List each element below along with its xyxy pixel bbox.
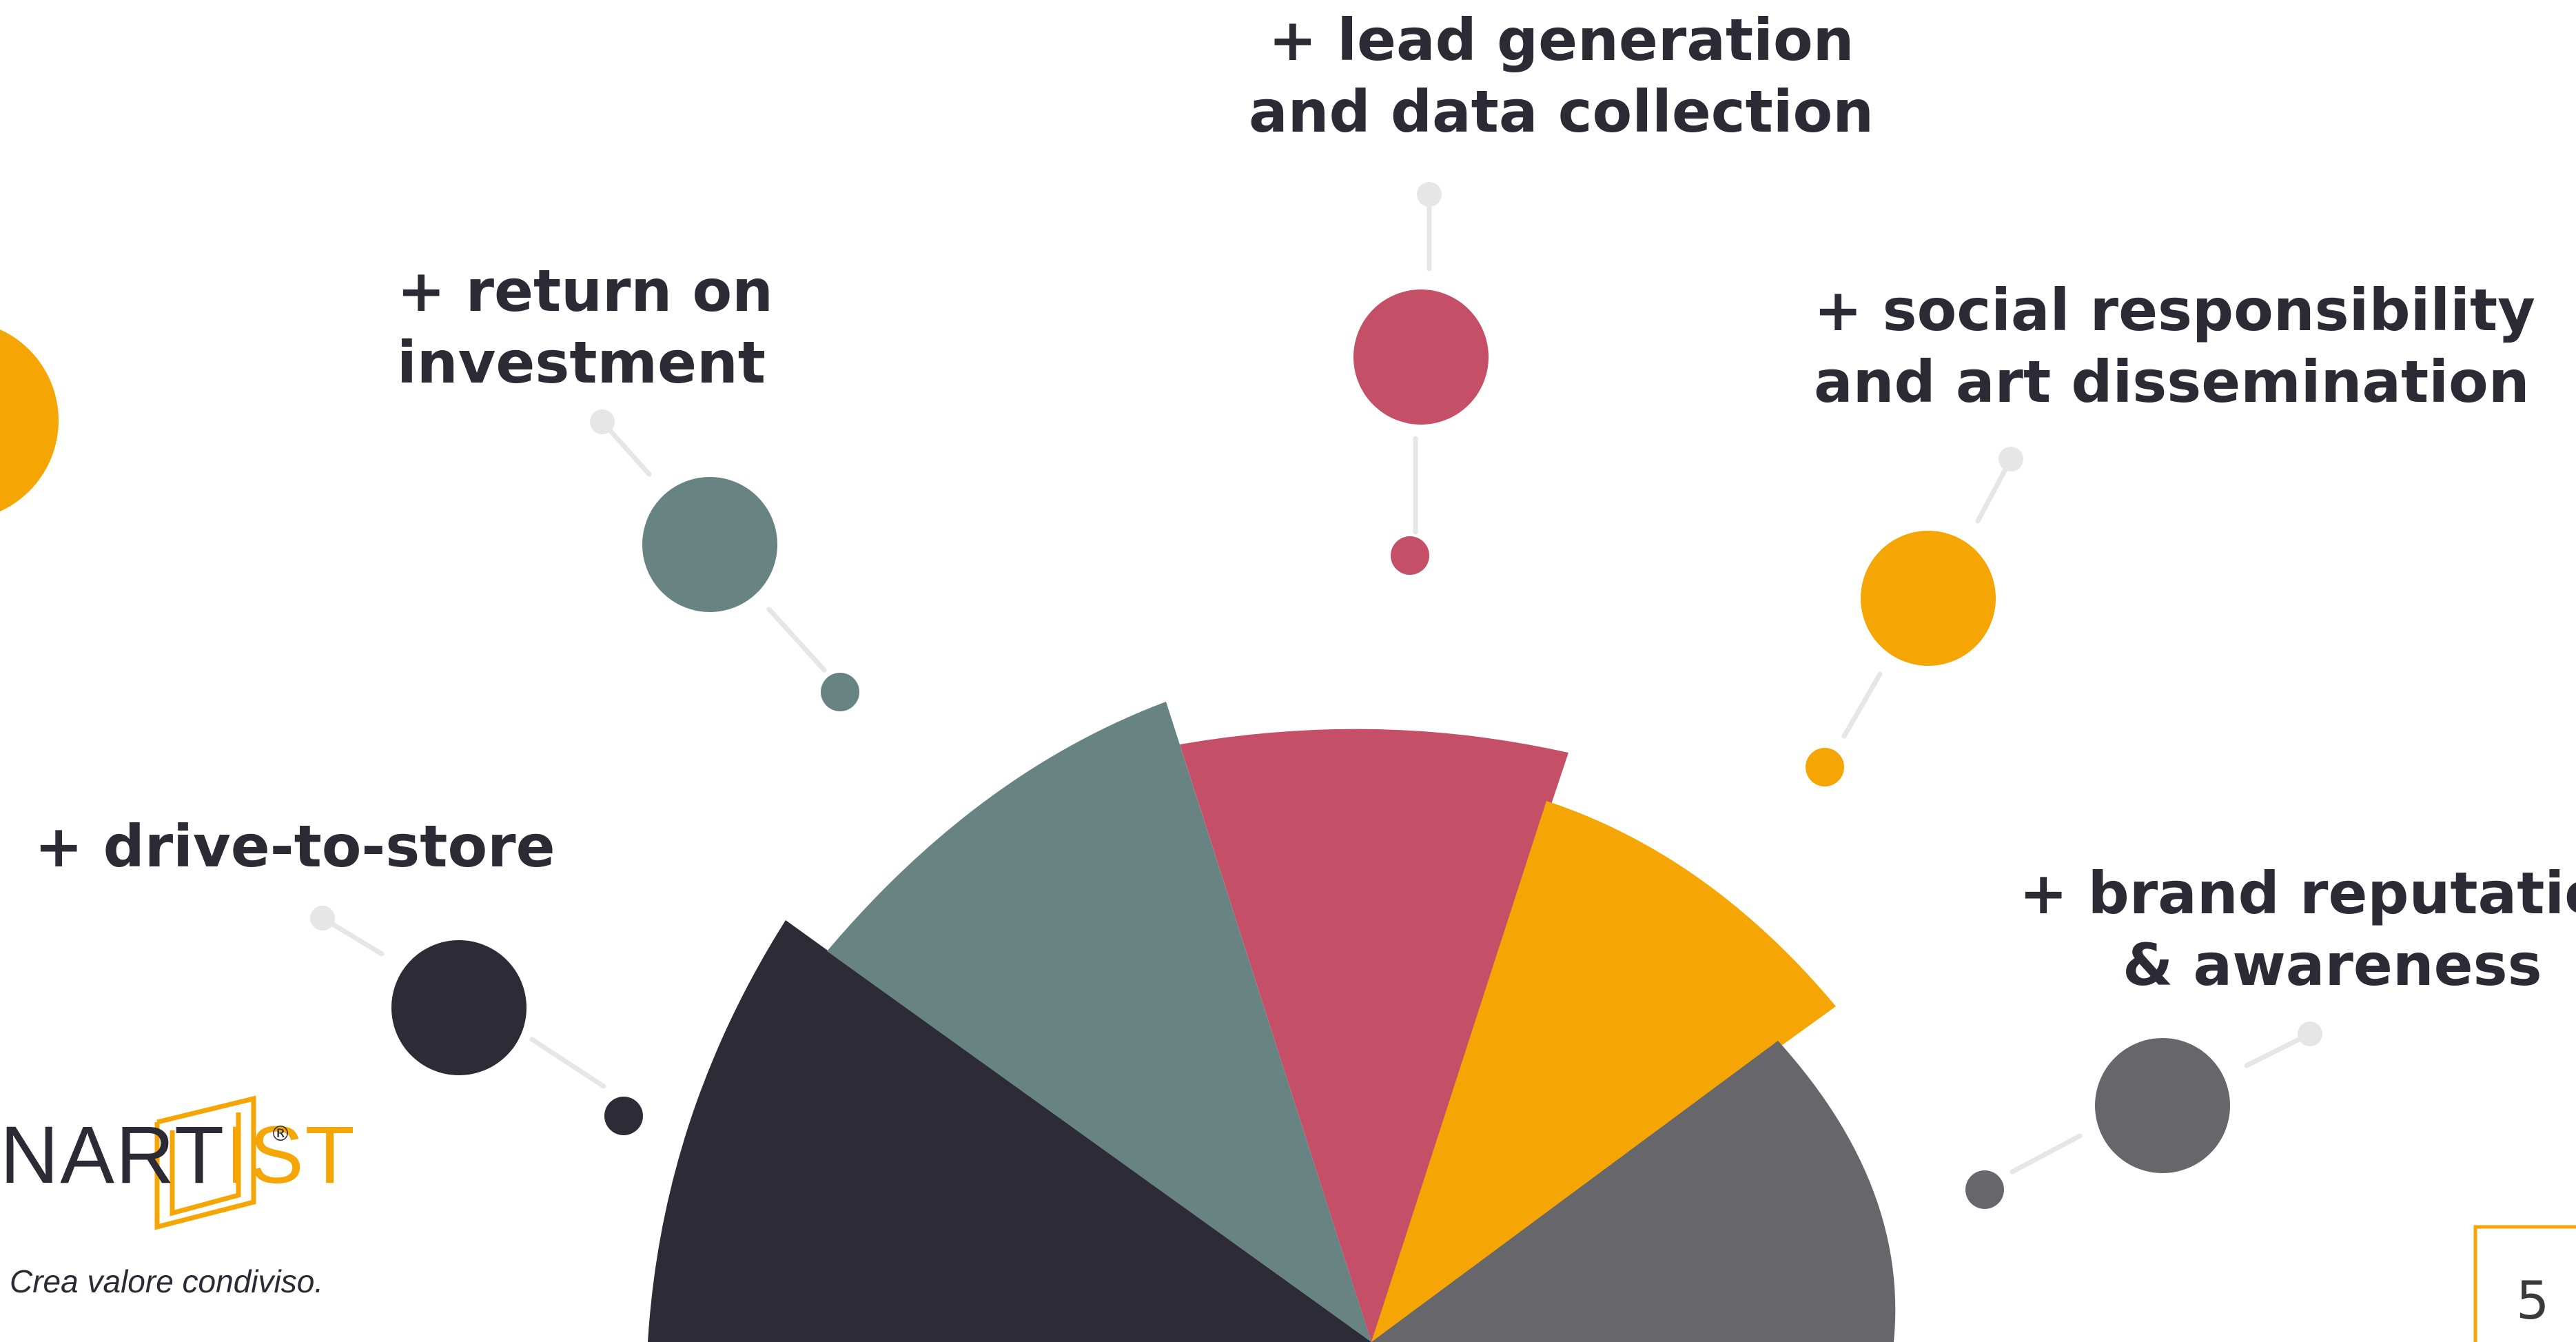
node-brand-reputation	[2095, 1038, 2230, 1173]
label-brand-reputation: + brand reputation & awareness	[2019, 857, 2576, 1001]
label-lead-generation: + lead generation and data collection	[1249, 4, 1874, 148]
logo-wordmark-part1: NART	[0, 1110, 226, 1201]
registered-mark-icon: ®	[270, 1122, 291, 1146]
label-line: & awareness	[2123, 931, 2542, 999]
node-return-on-investment	[642, 477, 777, 612]
connector-dot	[310, 906, 335, 931]
connector-dots	[310, 182, 2322, 1046]
node-social-responsibility	[1861, 531, 1996, 666]
logo-frame-icon	[154, 1095, 256, 1230]
connector-dot	[590, 409, 615, 434]
fan-segment-teal	[827, 702, 1371, 1342]
node-lead-generation	[1353, 289, 1489, 425]
connector-dot	[1417, 182, 1442, 207]
small-dot-social-responsibility	[1806, 748, 1844, 786]
small-dot-drive-to-store	[604, 1097, 643, 1135]
label-line: + lead generation	[1268, 6, 1854, 74]
node-drive-to-store	[391, 940, 527, 1075]
label-line: + brand reputation	[2019, 860, 2576, 927]
connector-line	[529, 1037, 606, 1089]
connector-dot	[2298, 1021, 2322, 1046]
label-line: investment	[397, 329, 766, 396]
fan-chart	[648, 702, 1896, 1342]
logo-tagline: Crea valore condiviso.	[10, 1263, 324, 1299]
edge-accent-circle	[0, 329, 59, 511]
fan-segment-dark	[648, 920, 1371, 1342]
label-return-on-investment: + return on investment	[397, 255, 773, 398]
connector-line	[2010, 1133, 2083, 1175]
logo-wordmark-part2: IST	[225, 1110, 356, 1201]
label-line: and data collection	[1249, 78, 1874, 145]
connector-line	[766, 607, 827, 673]
page-frame-icon	[2473, 1225, 2576, 1342]
connector-line	[1841, 671, 1883, 739]
small-dot-brand-reputation	[1965, 1170, 2004, 1209]
fan-segment-red	[1180, 729, 1568, 1342]
label-social-responsibility: + social responsibility and art dissemin…	[1814, 274, 2535, 418]
label-drive-to-store: + drive-to-store	[34, 811, 555, 882]
small-dot-return-on-investment	[821, 673, 859, 711]
nartist-logo	[154, 1095, 256, 1230]
label-line: + social responsibility	[1814, 276, 2535, 344]
connector-dot	[1999, 447, 2023, 471]
fan-segment-orange	[1371, 801, 1836, 1342]
label-line: + return on	[397, 257, 773, 325]
logo-wordmark: NARTIST	[0, 1108, 356, 1202]
label-line: + drive-to-store	[34, 813, 555, 880]
fan-segment-gray	[1371, 1041, 1896, 1342]
label-line: and art dissemination	[1814, 348, 2530, 416]
small-dot-lead-generation	[1391, 536, 1429, 575]
page-number: 5	[2516, 1270, 2550, 1331]
logo-frame-inner-icon	[170, 1112, 241, 1217]
